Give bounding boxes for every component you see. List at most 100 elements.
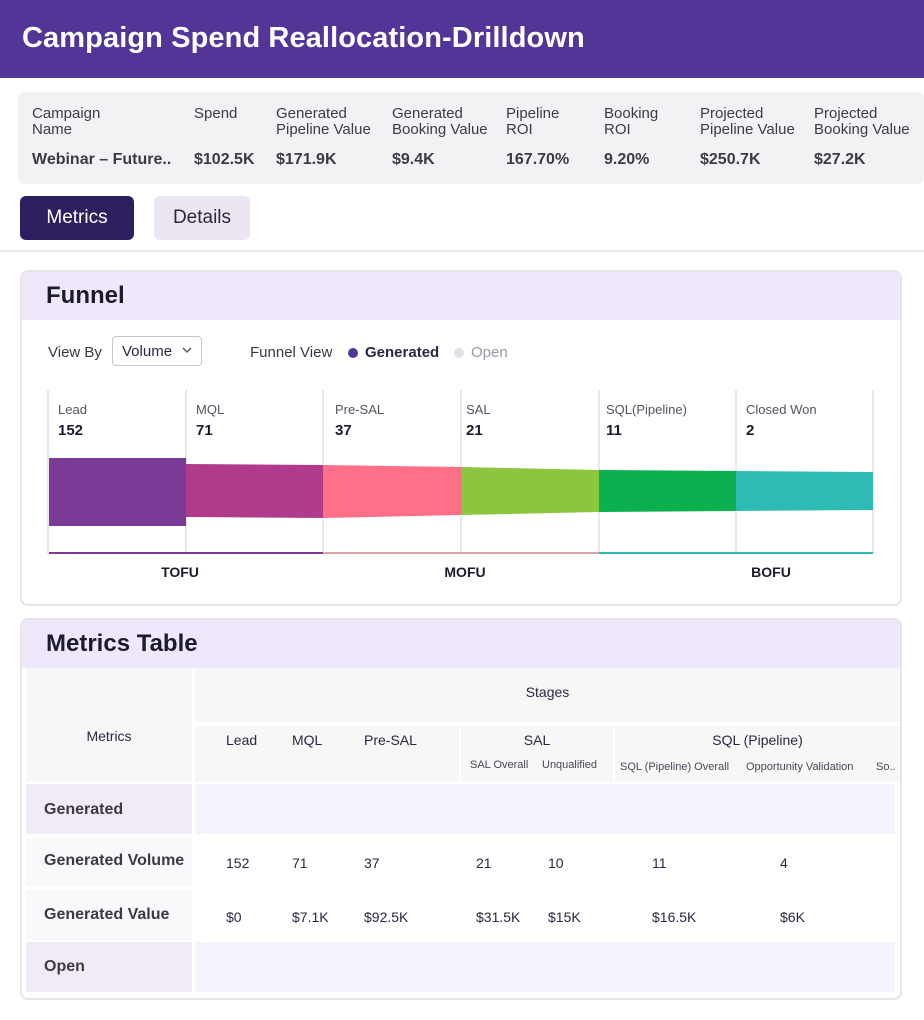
summary-label: Spend <box>194 105 238 122</box>
cell-value-lead: $0 <box>226 909 242 925</box>
summary-label: Generated Booking Value <box>392 105 488 138</box>
legend-open[interactable]: Open <box>454 344 508 361</box>
sql-columns-header <box>615 726 900 782</box>
sal-columns-header <box>461 726 613 782</box>
stage-name-lead: Lead <box>58 402 87 417</box>
section-generated-label: Generated <box>44 801 124 818</box>
cell-value-pre-sal: $92.5K <box>364 909 409 925</box>
cell-value-sal-overall: $31.5K <box>476 909 521 925</box>
metrics-table: Metrics Stages Lead MQL Pre-SAL SAL SAL … <box>26 668 900 998</box>
column-header-unqualified[interactable]: Unqualified <box>542 759 598 771</box>
legend-label: Open <box>471 344 508 361</box>
funnel-segment-sql <box>599 470 736 512</box>
cell-value-mql: $7.1K <box>292 909 329 925</box>
funnel-segment-mql <box>186 464 323 518</box>
stage-value-closed-won: 2 <box>746 422 754 439</box>
section-open-label-cell <box>26 942 192 992</box>
metrics-table-card: Metrics Table Metrics Stages Lead MQL Pr… <box>20 618 902 1000</box>
funnel-segment-lead <box>49 458 186 526</box>
summary-label: Campaign Name <box>32 105 101 138</box>
row-label-generated-volume: Generated Volume <box>44 852 185 869</box>
stage-name-pre-sal: Pre-SAL <box>335 402 384 417</box>
summary-label: Projected Pipeline Value <box>700 105 795 138</box>
funnel-title: Funnel <box>22 272 900 320</box>
summary-value: $9.4K <box>392 151 435 168</box>
column-header-sql[interactable]: SQL (Pipeline) <box>712 732 803 748</box>
column-header-sal[interactable]: SAL <box>523 732 551 748</box>
cell-value-sql-overall: $16.5K <box>652 909 697 925</box>
summary-label: Projected Booking Value <box>814 105 910 138</box>
summary-pipeline-roi: Pipeline ROI 167.70% <box>506 106 569 169</box>
row-label-cell <box>26 838 192 886</box>
cell-value-unqualified: $15K <box>548 909 581 925</box>
stage-name-sql: SQL(Pipeline) <box>606 402 687 417</box>
row-label-cell <box>26 890 192 940</box>
summary-value: $250.7K <box>700 151 761 168</box>
stage-columns-header <box>195 726 459 782</box>
cell-volume-unqualified: 10 <box>548 855 564 871</box>
column-header-opportunity-validation[interactable]: Opportunity Validation <box>746 761 854 773</box>
stages-header: Stages <box>525 684 570 700</box>
summary-label: Pipeline ROI <box>506 105 560 138</box>
column-header-lead[interactable]: Lead <box>226 732 258 748</box>
cell-volume-sal-overall: 21 <box>476 855 492 871</box>
column-header-mql[interactable]: MQL <box>292 732 323 748</box>
summary-campaign-name: Campaign Name Webinar – Future.. <box>32 106 171 169</box>
summary-spend: Spend $102.5K <box>194 106 255 169</box>
stage-value-lead: 152 <box>58 422 83 439</box>
group-label-bofu: BOFU <box>751 564 791 580</box>
stages-header-cell <box>195 668 900 722</box>
section-generated-band <box>195 784 895 834</box>
chevron-down-icon <box>181 344 193 359</box>
funnel-card: Funnel View By Volume Funnel View Genera… <box>20 270 902 606</box>
summary-booking-roi: Booking ROI 9.20% <box>604 106 658 169</box>
cell-value-opportunity-validation: $6K <box>780 909 805 925</box>
summary-value: $102.5K <box>194 151 255 168</box>
tab-metrics[interactable]: Metrics <box>20 196 134 240</box>
stage-name-sal: SAL <box>466 402 491 417</box>
funnel-chart: Lead 152 MQL 71 Pre-SAL 37 SAL 21 SQL(Pi… <box>47 390 874 580</box>
row-label-generated-value: Generated Value <box>44 906 170 923</box>
cell-volume-mql: 71 <box>292 855 308 871</box>
cell-volume-pre-sal: 37 <box>364 855 380 871</box>
column-header-so[interactable]: So.. <box>876 761 896 773</box>
stage-value-sql: 11 <box>606 422 622 439</box>
stage-value-mql: 71 <box>196 422 213 439</box>
tabs-divider <box>0 250 924 252</box>
funnel-view-label: Funnel View <box>250 344 333 361</box>
view-by-select[interactable]: Volume <box>112 336 202 366</box>
column-header-sal-overall[interactable]: SAL Overall <box>470 759 529 771</box>
legend-label: Generated <box>365 344 440 361</box>
section-open-band <box>195 942 895 992</box>
funnel-segment-pre-sal <box>323 465 461 518</box>
column-header-sql-overall[interactable]: SQL (Pipeline) Overall <box>620 761 730 773</box>
campaign-summary: Campaign Name Webinar – Future.. Spend $… <box>18 92 924 184</box>
metrics-table-title: Metrics Table <box>22 620 900 668</box>
summary-generated-pipeline-value: Generated Pipeline Value $171.9K <box>276 106 371 169</box>
cell-volume-opportunity-validation: 4 <box>780 855 788 871</box>
summary-label: Booking ROI <box>604 105 659 138</box>
section-open-label: Open <box>44 958 85 975</box>
metrics-header: Metrics <box>86 728 132 744</box>
stage-name-closed-won: Closed Won <box>746 402 817 417</box>
legend-generated[interactable]: Generated <box>348 344 439 361</box>
tab-details[interactable]: Details <box>154 196 250 240</box>
column-header-pre-sal[interactable]: Pre-SAL <box>364 732 417 748</box>
summary-value: Webinar – Future.. <box>32 151 172 168</box>
metrics-header-cell <box>26 668 192 782</box>
summary-value: $171.9K <box>276 151 337 168</box>
section-generated-label-cell <box>26 784 192 834</box>
stage-value-pre-sal: 37 <box>335 422 352 439</box>
summary-projected-pipeline-value: Projected Pipeline Value $250.7K <box>700 106 795 169</box>
funnel-segment-closed-won <box>736 471 873 511</box>
funnel-segment-sal <box>461 467 599 515</box>
summary-value: 167.70% <box>506 151 570 168</box>
cell-volume-lead: 152 <box>226 855 250 871</box>
legend-dot-icon <box>348 347 358 358</box>
app-header: Campaign Spend Reallocation-Drilldown <box>0 0 924 78</box>
view-by-label: View By <box>48 344 102 361</box>
group-label-tofu: TOFU <box>161 564 199 580</box>
summary-label: Generated Pipeline Value <box>276 105 371 138</box>
legend-dot-icon <box>454 347 464 358</box>
group-label-mofu: MOFU <box>444 564 485 580</box>
